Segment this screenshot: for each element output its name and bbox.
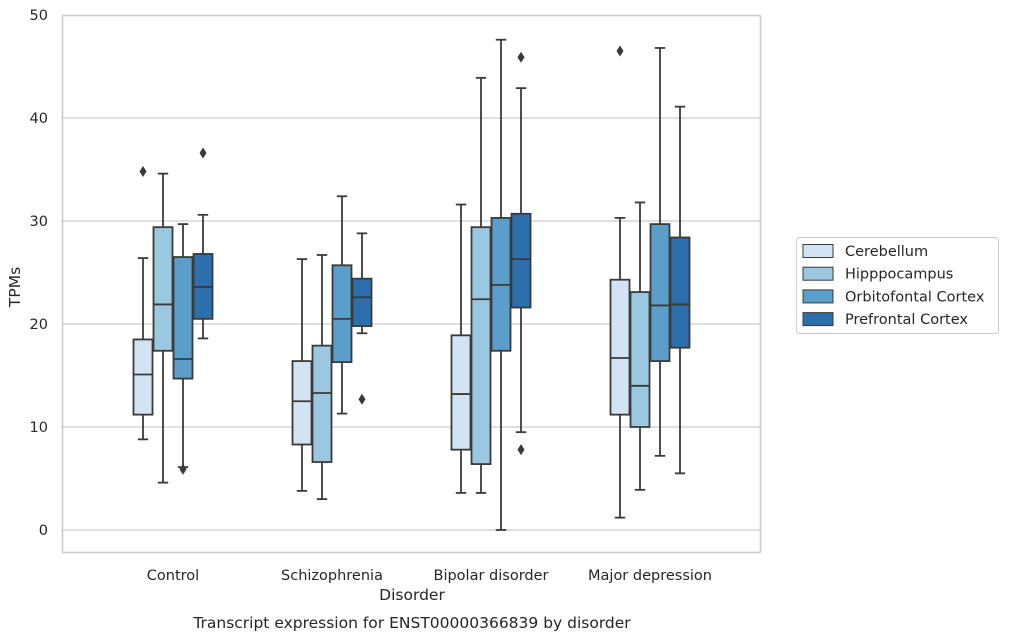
box-iqr	[291, 360, 313, 446]
box-cerebellum	[291, 258, 313, 492]
y-tick-label: 50	[30, 8, 48, 24]
box-prefrontal-cortex	[669, 105, 691, 475]
legend-swatch	[802, 266, 834, 281]
box-prefrontal-cortex	[351, 232, 373, 405]
outlier-point	[179, 463, 187, 475]
y-tick-labels: 0 10 20 30 40 50	[30, 8, 48, 539]
x-tick-labels: Control Schizophrenia Bipolar disorder Majo…	[147, 568, 712, 584]
box-hipppocampus	[311, 254, 333, 501]
box-prefrontal-cortex	[192, 147, 214, 340]
box-hipppocampus	[629, 201, 651, 491]
box-iqr	[629, 291, 651, 428]
box-iqr	[470, 226, 492, 465]
outlier-point	[199, 147, 207, 159]
box-iqr	[132, 338, 154, 416]
box-orbitofontal-cortex	[649, 47, 671, 457]
box-iqr	[649, 223, 671, 362]
legend-label: Prefrontal Cortex	[845, 312, 968, 328]
boxes	[132, 38, 691, 531]
box-iqr	[609, 278, 631, 416]
box-cerebellum	[450, 203, 472, 494]
box-iqr	[450, 334, 472, 451]
y-tick-label: 40	[30, 111, 48, 127]
legend-label: Orbitofontal Cortex	[845, 289, 985, 305]
box-iqr	[351, 277, 373, 327]
legend-swatch	[802, 289, 834, 304]
legend-items: Cerebellum Hipppocampus Orbitofontal Corte…	[802, 244, 985, 328]
x-tick-label: Schizophrenia	[281, 568, 383, 584]
legend: Cerebellum Hipppocampus Orbitofontal Corte…	[796, 237, 999, 334]
y-tick-label: 20	[30, 317, 48, 333]
legend-label: Hipppocampus	[845, 267, 953, 283]
legend-label: Cerebellum	[845, 244, 928, 260]
chart-caption: Transcript expression for ENST0000036683…	[192, 614, 631, 632]
box-orbitofontal-cortex	[490, 38, 512, 531]
outlier-point	[139, 166, 147, 178]
box-hipppocampus	[152, 172, 174, 484]
box-iqr	[311, 344, 333, 463]
x-tick-label: Control	[147, 568, 199, 584]
box-cerebellum	[132, 166, 154, 441]
box-iqr	[669, 236, 691, 349]
plot-frame	[61, 14, 762, 554]
x-axis-label: Disorder	[379, 586, 445, 604]
y-tick-label: 30	[30, 214, 48, 230]
y-axis-label: TPMs	[6, 267, 24, 308]
box-iqr	[510, 212, 532, 309]
outlier-point	[517, 444, 525, 456]
y-tick-label: 0	[39, 523, 48, 539]
outlier-point	[358, 393, 366, 405]
x-tick-label: Bipolar disorder	[434, 568, 549, 584]
legend-frame	[796, 237, 999, 334]
box-iqr	[172, 256, 194, 380]
box-orbitofontal-cortex	[331, 195, 353, 415]
outlier-point	[616, 45, 624, 57]
box-iqr	[331, 264, 353, 364]
legend-swatch	[802, 244, 834, 258]
box-cerebellum	[609, 45, 631, 519]
box-hipppocampus	[470, 76, 492, 494]
box-iqr	[152, 226, 174, 352]
legend-swatch	[802, 312, 834, 327]
y-tick-label: 10	[30, 420, 48, 436]
box-orbitofontal-cortex	[172, 223, 194, 475]
outlier-point	[517, 51, 525, 63]
box-prefrontal-cortex	[510, 51, 532, 456]
x-tick-label: Major depression	[588, 568, 712, 584]
